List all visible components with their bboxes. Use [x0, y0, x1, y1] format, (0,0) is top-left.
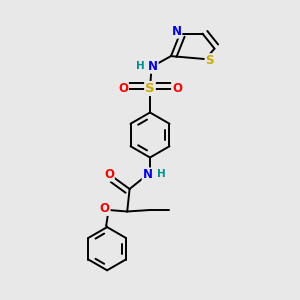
Text: O: O — [118, 82, 128, 95]
Text: S: S — [206, 54, 214, 67]
Text: O: O — [172, 82, 182, 95]
Text: H: H — [157, 169, 166, 179]
Text: N: N — [148, 60, 158, 73]
Text: H: H — [136, 61, 145, 71]
Text: S: S — [145, 82, 155, 95]
Text: O: O — [104, 167, 114, 181]
Text: N: N — [171, 25, 182, 38]
Text: N: N — [142, 168, 153, 182]
Text: O: O — [100, 202, 110, 215]
